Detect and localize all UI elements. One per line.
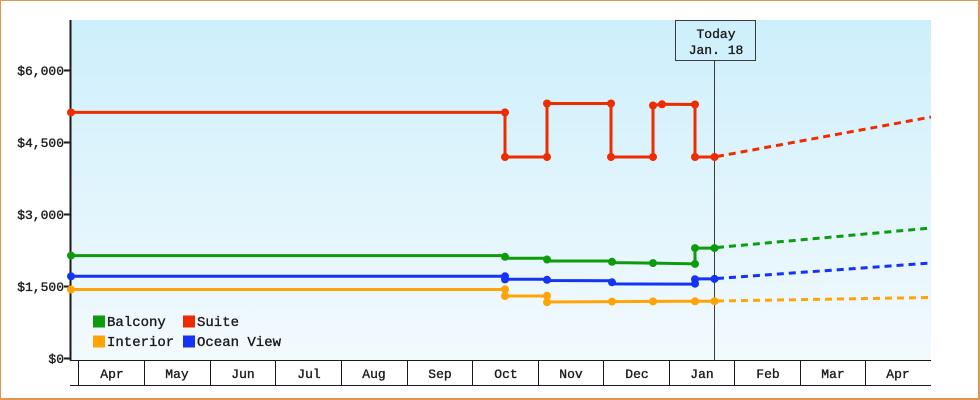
svg-text:$4,500: $4,500 xyxy=(17,136,64,151)
svg-text:Feb: Feb xyxy=(756,367,779,382)
svg-text:$0: $0 xyxy=(48,352,64,367)
svg-text:Jan: Jan xyxy=(690,367,713,382)
svg-text:Aug: Aug xyxy=(362,367,385,382)
svg-text:Jan. 18: Jan. 18 xyxy=(689,43,744,58)
svg-text:Sep: Sep xyxy=(428,367,451,382)
svg-text:$3,000: $3,000 xyxy=(17,208,64,223)
svg-text:Jun: Jun xyxy=(231,367,254,382)
svg-text:Ocean View: Ocean View xyxy=(197,335,282,351)
svg-text:Interior: Interior xyxy=(107,335,174,351)
svg-text:$1,500: $1,500 xyxy=(17,280,64,295)
svg-text:Oct: Oct xyxy=(494,367,517,382)
svg-text:Apr: Apr xyxy=(886,367,909,382)
svg-text:Suite: Suite xyxy=(197,315,239,331)
svg-text:Today: Today xyxy=(696,27,735,42)
svg-text:Dec: Dec xyxy=(625,367,648,382)
svg-text:$6,000: $6,000 xyxy=(17,64,64,79)
svg-text:Mar: Mar xyxy=(821,367,844,382)
svg-text:Balcony: Balcony xyxy=(107,315,166,331)
svg-text:May: May xyxy=(165,367,189,382)
svg-text:Apr: Apr xyxy=(100,367,123,382)
svg-text:Nov: Nov xyxy=(559,367,583,382)
svg-text:Jul: Jul xyxy=(297,367,321,382)
